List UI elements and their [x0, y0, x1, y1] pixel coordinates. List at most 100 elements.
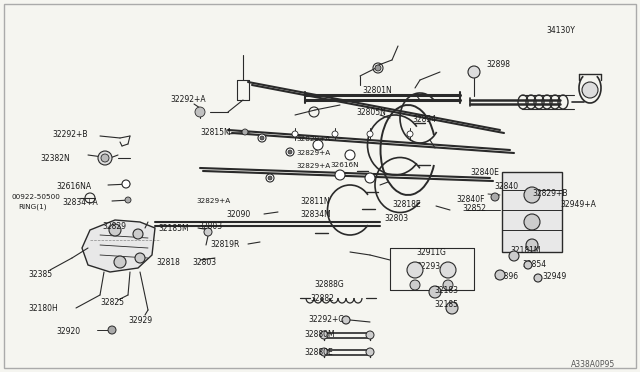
Text: 32292+C: 32292+C: [308, 315, 344, 324]
Text: 32292+A: 32292+A: [170, 95, 205, 104]
Text: 32896: 32896: [494, 272, 518, 281]
Circle shape: [98, 151, 112, 165]
Circle shape: [204, 228, 212, 236]
Circle shape: [526, 239, 538, 251]
Text: 00922-50500: 00922-50500: [12, 194, 61, 200]
Circle shape: [122, 180, 130, 188]
Circle shape: [342, 316, 350, 324]
Circle shape: [524, 214, 540, 230]
Text: 32292+B: 32292+B: [52, 130, 88, 139]
Circle shape: [266, 174, 274, 182]
Circle shape: [108, 326, 116, 334]
Circle shape: [286, 148, 294, 156]
Circle shape: [135, 253, 145, 263]
Text: 32829+A: 32829+A: [196, 198, 230, 204]
Circle shape: [114, 256, 126, 268]
Text: 32819R: 32819R: [210, 240, 239, 249]
Text: 32803: 32803: [192, 258, 216, 267]
Text: 32880E: 32880E: [304, 348, 333, 357]
Text: 32834M: 32834M: [300, 210, 331, 219]
Circle shape: [429, 286, 441, 298]
Circle shape: [524, 187, 540, 203]
Text: 32829+B: 32829+B: [532, 189, 568, 198]
Text: 32920: 32920: [56, 327, 80, 336]
Text: 32834: 32834: [412, 115, 436, 124]
Text: 32829: 32829: [102, 222, 126, 231]
Circle shape: [524, 261, 532, 269]
Text: 32803: 32803: [384, 214, 408, 223]
Circle shape: [366, 348, 374, 356]
Circle shape: [407, 262, 423, 278]
Circle shape: [195, 107, 205, 117]
Text: 32385: 32385: [28, 270, 52, 279]
Text: 32818: 32818: [156, 258, 180, 267]
Circle shape: [495, 270, 505, 280]
Text: 32090: 32090: [226, 210, 250, 219]
Text: 32293: 32293: [416, 262, 440, 271]
Text: 32882: 32882: [310, 294, 334, 303]
Circle shape: [443, 280, 453, 290]
FancyBboxPatch shape: [502, 172, 562, 252]
Circle shape: [268, 176, 272, 180]
Circle shape: [109, 224, 121, 236]
Text: 32880M: 32880M: [304, 330, 335, 339]
Text: 32805N: 32805N: [356, 108, 386, 117]
Circle shape: [320, 348, 328, 356]
Circle shape: [288, 150, 292, 154]
Text: 32829+A: 32829+A: [296, 136, 330, 142]
Circle shape: [133, 229, 143, 239]
Text: 32852: 32852: [462, 204, 486, 213]
Circle shape: [410, 280, 420, 290]
Text: 32840: 32840: [494, 182, 518, 191]
Circle shape: [101, 154, 109, 162]
Text: 32180H: 32180H: [28, 304, 58, 313]
Text: 32911G: 32911G: [416, 248, 446, 257]
Circle shape: [125, 197, 131, 203]
Text: 32185: 32185: [434, 300, 458, 309]
Circle shape: [468, 66, 480, 78]
Polygon shape: [82, 220, 155, 272]
Circle shape: [320, 331, 328, 339]
Text: 32825: 32825: [100, 298, 124, 307]
Text: 32929: 32929: [128, 316, 152, 325]
Circle shape: [375, 65, 381, 71]
Circle shape: [258, 134, 266, 142]
Circle shape: [242, 129, 248, 135]
Circle shape: [335, 170, 345, 180]
Text: 32949: 32949: [542, 272, 566, 281]
Text: 32829+A: 32829+A: [296, 163, 330, 169]
Circle shape: [491, 193, 499, 201]
Circle shape: [366, 331, 374, 339]
Circle shape: [292, 131, 298, 137]
Circle shape: [367, 131, 373, 137]
Text: 32181M: 32181M: [510, 246, 541, 255]
Text: 32183: 32183: [434, 286, 458, 295]
Text: 32185M: 32185M: [158, 224, 189, 233]
Text: 32898: 32898: [486, 60, 510, 69]
Circle shape: [407, 131, 413, 137]
Circle shape: [509, 251, 519, 261]
Circle shape: [260, 136, 264, 140]
Text: 32949+A: 32949+A: [560, 200, 596, 209]
Text: 32382N: 32382N: [40, 154, 70, 163]
Circle shape: [446, 302, 458, 314]
FancyBboxPatch shape: [4, 4, 636, 368]
Text: 32811N: 32811N: [300, 197, 330, 206]
Circle shape: [365, 173, 375, 183]
Circle shape: [332, 131, 338, 137]
Text: 32840E: 32840E: [470, 168, 499, 177]
Circle shape: [313, 140, 323, 150]
Text: 32888G: 32888G: [314, 280, 344, 289]
Circle shape: [534, 274, 542, 282]
Text: 32801N: 32801N: [362, 86, 392, 95]
Circle shape: [582, 82, 598, 98]
Text: 32815M: 32815M: [200, 128, 230, 137]
Text: 32834+A: 32834+A: [62, 198, 98, 207]
Text: 32840F: 32840F: [456, 195, 484, 204]
Text: A338A0P95: A338A0P95: [571, 360, 615, 369]
Text: 32818E: 32818E: [392, 200, 420, 209]
Circle shape: [345, 150, 355, 160]
Text: 34130Y: 34130Y: [546, 26, 575, 35]
Text: 32803: 32803: [198, 222, 222, 231]
Circle shape: [440, 262, 456, 278]
